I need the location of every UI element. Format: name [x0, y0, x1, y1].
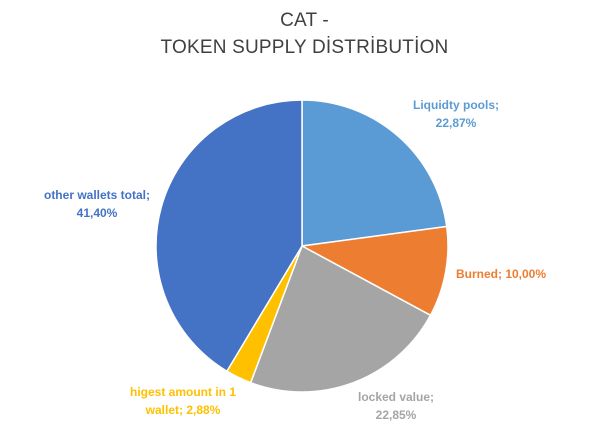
pie-slice-other-wallets [155, 99, 303, 373]
pie-slice-liquidity-pools [301, 99, 448, 247]
chart-title-line-1: CAT - [280, 10, 329, 31]
slice-label-locked-value-name: locked value; [357, 390, 435, 404]
slice-label-liquidity-pools: Liquidty pools; 22,87% [408, 96, 504, 132]
pie-slice-locked-value [249, 244, 432, 393]
slice-label-highest-wallet-name: higest amount in 1 [129, 385, 236, 399]
chart-title-line-2: TOKEN SUPPLY DİSTRİBUTİON [160, 37, 449, 58]
slice-label-liquidity-pools-value: 22,87% [435, 116, 477, 130]
slice-label-highest-wallet: higest amount in 1 wallet; 2,88% [118, 383, 248, 419]
slice-label-locked-value: locked value; 22,85% [356, 388, 436, 424]
slice-label-liquidity-pools-name: Liquidty pools; [413, 98, 499, 112]
slice-label-other-wallets: other wallets total; 41,40% [38, 186, 156, 222]
slice-label-burned: Burned; 10,00% [456, 265, 546, 283]
slice-label-burned-name: Burned; 10,00% [456, 267, 547, 281]
slice-label-other-wallets-name: other wallets total; [43, 188, 150, 202]
pie-slice-burned [299, 225, 449, 317]
slice-label-locked-value-value: 22,85% [375, 408, 417, 422]
slice-label-highest-wallet-value: wallet; 2,88% [145, 403, 221, 417]
slice-label-other-wallets-value: 41,40% [76, 206, 118, 220]
